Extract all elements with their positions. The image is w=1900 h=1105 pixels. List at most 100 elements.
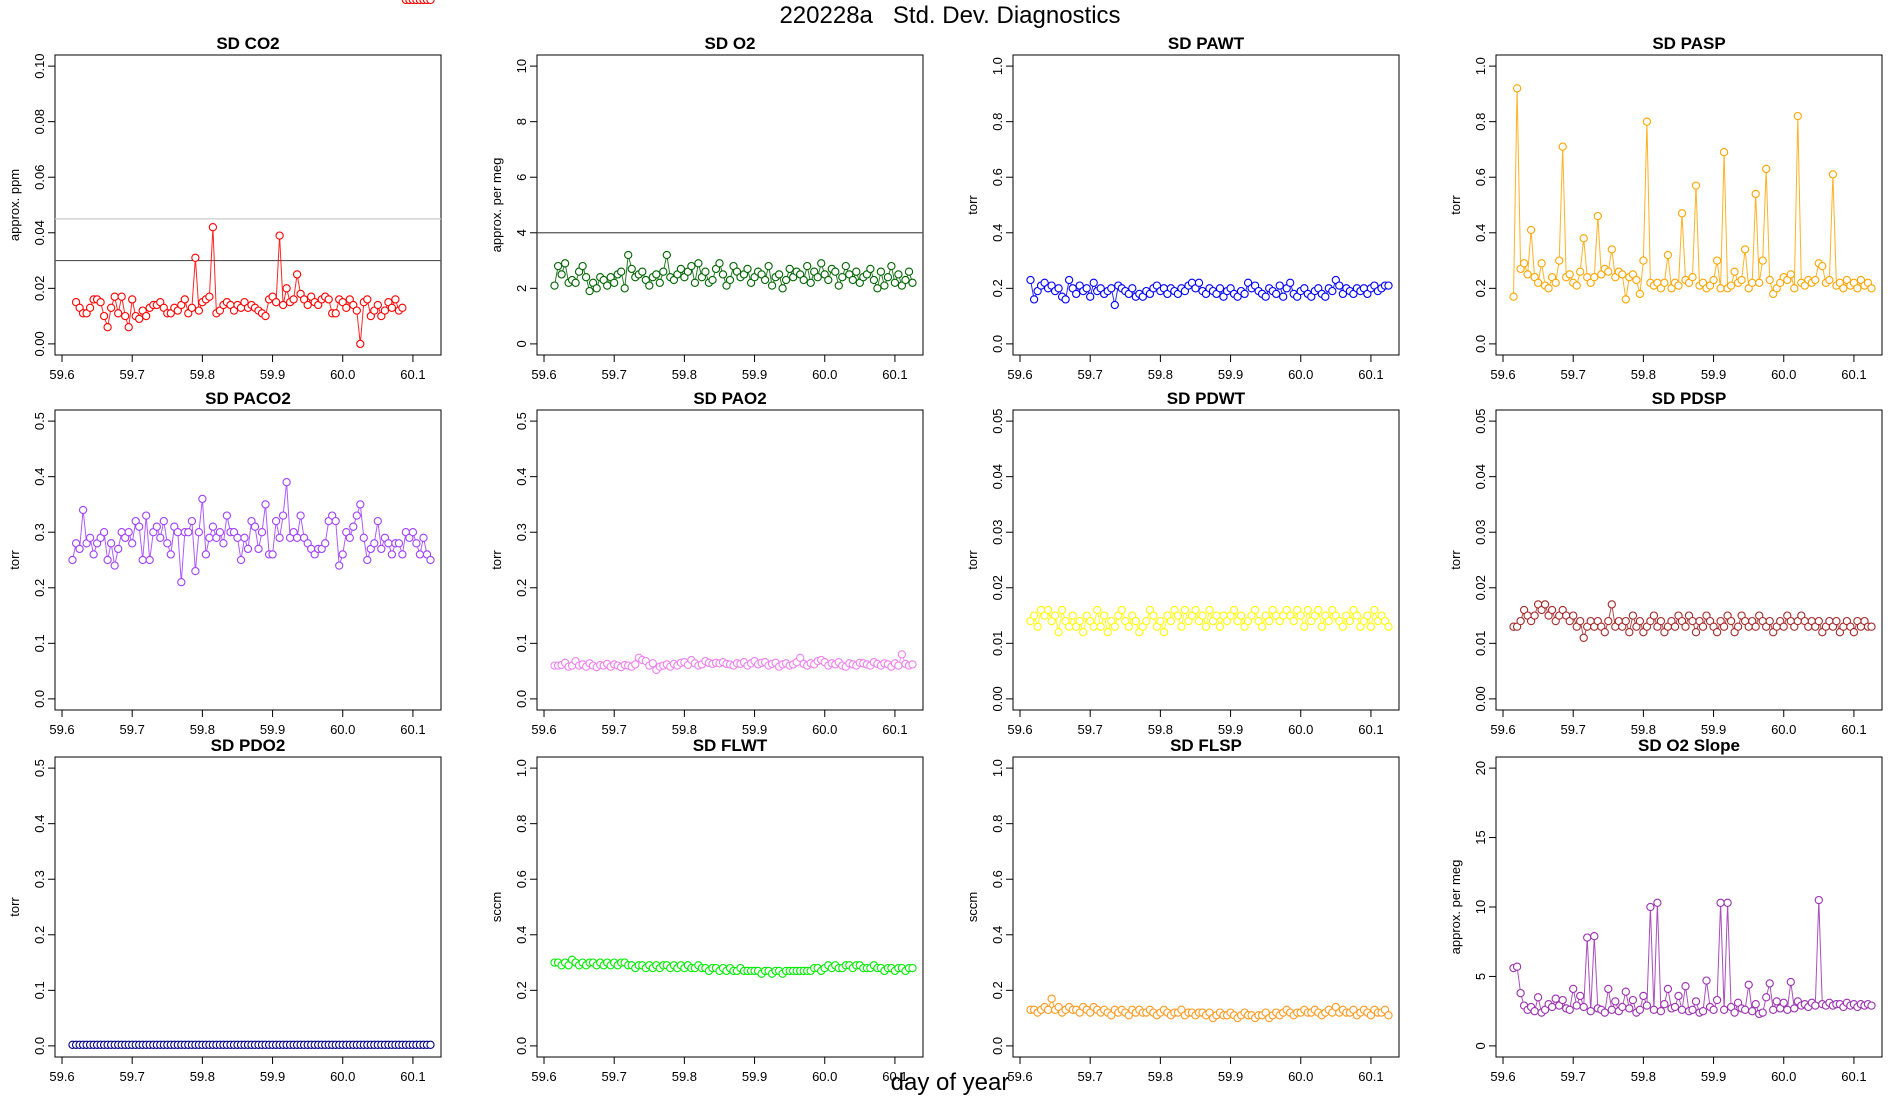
data-point [553,261,563,271]
data-point [1656,616,1666,626]
y-tick-label: 0.4 [32,468,47,486]
data-point [1029,295,1039,304]
data-point [1635,616,1645,626]
y-tick-label: 0.02 [990,575,1005,600]
x-tick-label: 59.8 [1148,367,1173,382]
y-tick-label: 0.00 [990,686,1005,711]
y-tick-label: 0.8 [990,113,1005,131]
data-point [1698,622,1708,631]
data-point [1026,275,1035,285]
y-tick-label: 0.05 [1473,408,1488,433]
plot-frame [54,54,442,356]
data-point [1142,616,1151,626]
x-tick-label: 59.9 [1701,1069,1726,1084]
x-tick-label: 60.1 [1358,722,1383,737]
plot-frame [536,54,924,356]
data-point [1512,962,1522,971]
data-point [1156,616,1165,626]
x-tick-label: 59.7 [602,367,627,382]
x-tick-label: 59.6 [531,722,556,737]
data-point [557,270,566,279]
data-point [1660,1000,1669,1009]
data-point [1625,628,1634,637]
x-tick-label: 60.1 [400,722,425,737]
data-point [585,286,594,296]
data-point [1814,616,1823,626]
data-point [1719,622,1729,631]
data-point [359,533,368,542]
data-point [1663,984,1673,994]
x-tick-label: 60.0 [812,1069,837,1084]
y-axis-label: torr [7,897,22,917]
y-tick-label: 0.2 [514,579,529,597]
data-point [1744,980,1753,989]
data-point [1719,148,1729,157]
data-point [1867,284,1876,293]
data-point [1751,189,1760,199]
data-point [1519,259,1529,268]
data-point [1054,628,1063,637]
data-point [387,303,397,312]
data-point [1604,267,1613,276]
data-point [1050,611,1060,620]
data-point [152,522,161,531]
x-tick-label: 60.1 [1358,1069,1383,1084]
data-point [1576,616,1585,626]
y-tick-label: 0.2 [32,579,47,597]
y-axis-label: torr [965,195,980,215]
data-point [803,261,812,271]
data-point [1712,628,1722,637]
data-point [1509,292,1518,301]
data-point [103,323,112,332]
data-point [908,963,917,973]
data-point [1054,284,1063,293]
y-tick-label: 0.2 [1473,279,1488,297]
data-point [1779,998,1788,1007]
x-tick-label: 59.8 [1148,1069,1173,1084]
data-point [1128,284,1137,293]
data-point [187,303,197,312]
x-tick-label: 60.1 [1841,722,1866,737]
data-point [85,533,95,542]
data-point [638,267,647,276]
y-tick-label: 0.00 [1473,686,1488,711]
data-point [908,278,917,287]
data-point [1075,616,1084,626]
data-point [841,261,850,271]
x-tick-label: 59.6 [49,367,74,382]
x-axis-label: day of year [890,1069,1010,1096]
data-point [85,303,95,312]
data-point [208,223,218,232]
data-point [1096,622,1105,631]
plot-frame [536,756,924,1058]
x-tick-label: 59.8 [1148,722,1173,737]
panel-title: SD O2 [704,34,755,53]
data-point [1166,616,1176,626]
data-point [1363,611,1372,620]
data-point [648,659,657,668]
data-point [631,660,640,669]
series-line [1513,88,1872,300]
panel-title: SD PAO2 [693,389,766,408]
y-tick-label: 0.0 [990,1037,1005,1055]
data-point [1530,1007,1539,1016]
y-tick-label: 0.2 [514,981,529,999]
data-point [159,516,168,526]
y-tick-label: 0.8 [514,815,529,833]
data-point [356,339,365,349]
data-point [1611,997,1620,1006]
data-point [1033,622,1042,631]
panel-pdsp: SD PDSP 0.00 0.01 0.02 0.03 0.04 0.05 torr 59.6 5… [1448,389,1883,737]
x-tick-label: 59.9 [742,722,767,737]
data-point [901,275,910,285]
data-point [1677,1005,1687,1014]
data-point [426,555,435,565]
data-point [767,281,777,290]
data-point [99,528,109,537]
y-tick-label: 0.0 [990,335,1005,353]
x-tick-label: 59.9 [260,722,285,737]
data-point [191,566,200,576]
data-point [1737,275,1746,285]
data-point [1642,1001,1652,1010]
x-tick-label: 59.6 [49,722,74,737]
